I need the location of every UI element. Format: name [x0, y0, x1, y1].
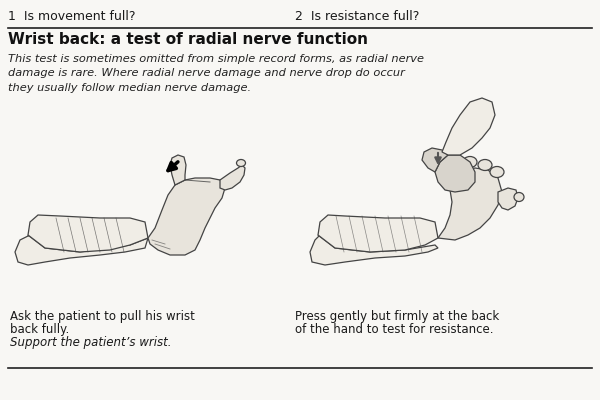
Polygon shape	[148, 178, 225, 255]
Polygon shape	[220, 165, 245, 190]
Text: Ask the patient to pull his wrist: Ask the patient to pull his wrist	[10, 310, 195, 323]
Polygon shape	[318, 215, 438, 252]
Text: 1  Is movement full?: 1 Is movement full?	[8, 10, 136, 23]
Ellipse shape	[514, 192, 524, 202]
Polygon shape	[498, 188, 518, 210]
Polygon shape	[28, 215, 148, 252]
Polygon shape	[438, 168, 502, 240]
Text: 2  Is resistance full?: 2 Is resistance full?	[295, 10, 419, 23]
Ellipse shape	[236, 160, 245, 166]
Text: Support the patient’s wrist.: Support the patient’s wrist.	[10, 336, 172, 349]
Text: This test is sometimes omitted from simple record forms, as radial nerve
damage : This test is sometimes omitted from simp…	[8, 54, 424, 93]
Ellipse shape	[448, 162, 462, 174]
Ellipse shape	[463, 156, 477, 168]
Polygon shape	[310, 235, 438, 265]
Text: of the hand to test for resistance.: of the hand to test for resistance.	[295, 323, 493, 336]
Polygon shape	[442, 98, 495, 155]
Polygon shape	[435, 155, 475, 192]
Ellipse shape	[478, 160, 492, 170]
Polygon shape	[170, 155, 186, 185]
Text: Wrist back: a test of radial nerve function: Wrist back: a test of radial nerve funct…	[8, 32, 368, 47]
Text: Press gently but firmly at the back: Press gently but firmly at the back	[295, 310, 499, 323]
Text: back fully.: back fully.	[10, 323, 69, 336]
Ellipse shape	[490, 166, 504, 178]
Polygon shape	[422, 148, 448, 172]
Polygon shape	[15, 235, 148, 265]
